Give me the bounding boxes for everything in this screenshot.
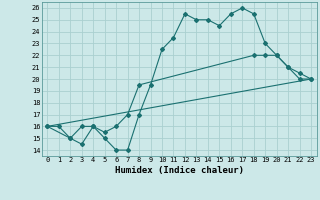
X-axis label: Humidex (Indice chaleur): Humidex (Indice chaleur) <box>115 166 244 175</box>
